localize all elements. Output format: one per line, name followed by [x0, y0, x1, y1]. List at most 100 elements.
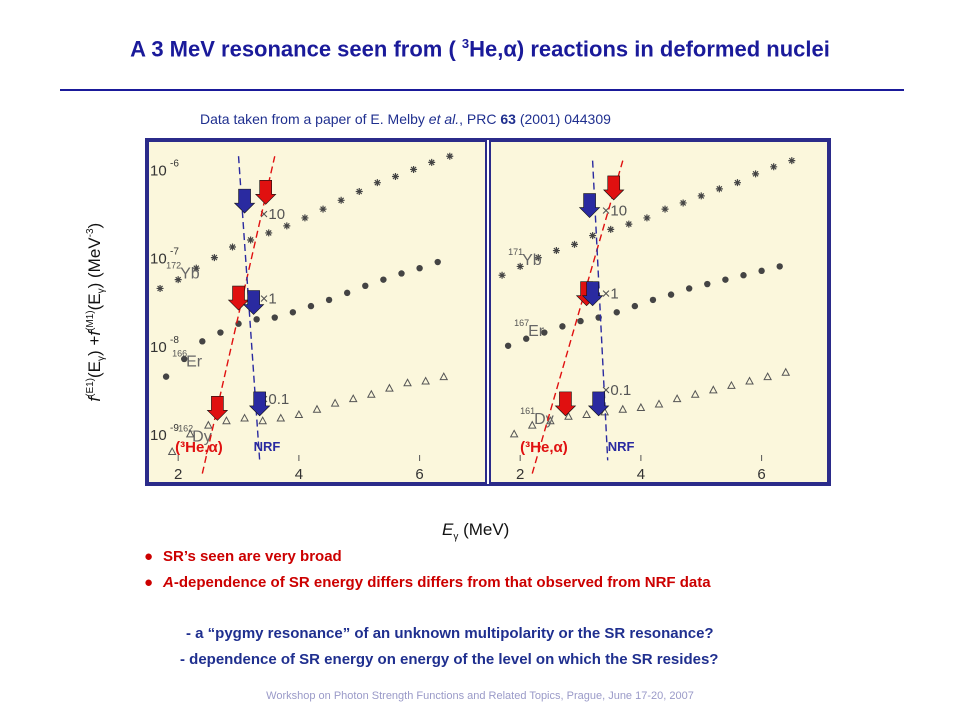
x-axis-label: Eγ (MeV) — [442, 520, 510, 543]
data-point — [312, 404, 322, 413]
nucleus-mass-label: 161 — [520, 406, 535, 416]
data-point — [421, 376, 430, 385]
question-level-dependence: - dependence of SR energy on energy of t… — [180, 651, 719, 668]
data-point — [319, 205, 327, 213]
data-point — [781, 367, 791, 376]
nrf-label: NRF — [608, 439, 635, 454]
data-point — [636, 402, 646, 411]
data-point — [577, 317, 584, 325]
data-point — [589, 232, 597, 240]
data-point — [509, 429, 519, 438]
data-point — [240, 413, 249, 422]
nucleus-label: Yb — [180, 265, 200, 282]
data-point — [289, 309, 297, 316]
data-point — [763, 372, 772, 381]
scale-label: ×1 — [602, 285, 619, 302]
data-point — [498, 271, 506, 279]
scale-label: ×0.1 — [260, 391, 290, 408]
data-point — [253, 316, 260, 323]
bullet-broad-sr: ● SR’s seen are very broad — [144, 548, 342, 565]
scale-label: ×10 — [602, 202, 627, 219]
data-point — [708, 385, 718, 394]
data-point — [552, 247, 560, 255]
x-tick-label: 2 — [174, 466, 182, 483]
data-point — [667, 291, 675, 298]
data-point — [428, 158, 436, 166]
x-tick-label: 6 — [415, 466, 423, 483]
data-point — [654, 399, 664, 408]
nrf-arrow — [587, 391, 610, 417]
data-point — [373, 179, 381, 187]
data-point — [685, 285, 693, 292]
data-point — [355, 187, 363, 195]
nucleus-mass-label: 167 — [514, 318, 529, 328]
data-point — [434, 258, 441, 266]
data-point — [523, 335, 530, 342]
data-point — [541, 329, 548, 336]
data-point — [697, 192, 705, 200]
data-point — [258, 416, 268, 425]
data-point — [788, 157, 796, 165]
data-point — [661, 205, 669, 213]
data-point — [398, 270, 405, 277]
data-point — [571, 240, 578, 248]
nucleus-mass-label: 171 — [508, 247, 523, 257]
panel-1: 2 4 610-610-710-810 -9172Yb×10166Er×1162Dy×… — [147, 140, 487, 484]
y-tick-label: 10 — [150, 339, 167, 356]
data-point — [174, 276, 182, 284]
title-underline — [60, 89, 904, 91]
scale-label: ×1 — [260, 291, 277, 308]
data-point — [439, 372, 449, 381]
data-point — [276, 413, 286, 422]
data-point — [690, 389, 700, 398]
data-point — [752, 170, 760, 178]
he-alpha-arrow — [554, 391, 577, 417]
data-point — [337, 196, 345, 204]
panel-background — [489, 140, 829, 484]
he-alpha-arrow — [206, 395, 229, 421]
data-source-note: Data taken from a paper of E. Melby et a… — [200, 111, 611, 127]
data-point — [362, 282, 369, 290]
data-point — [672, 394, 682, 403]
he-alpha-arrow — [254, 180, 277, 205]
data-point — [546, 416, 555, 425]
data-point — [265, 229, 273, 237]
data-point — [733, 179, 741, 187]
data-point — [625, 220, 633, 228]
data-point — [758, 267, 765, 275]
nucleus-label: Yb — [522, 252, 542, 269]
x-tick-label: 2 — [516, 466, 524, 483]
data-point — [156, 284, 164, 292]
x-tick-label: 6 — [757, 466, 765, 483]
data-point — [283, 222, 291, 230]
data-point — [330, 398, 340, 407]
data-point — [516, 262, 524, 270]
data-point — [416, 264, 423, 272]
nrf-arrow — [581, 281, 604, 307]
workshop-footer: Workshop on Photon Strength Functions an… — [266, 690, 694, 702]
nucleus-mass-label: 162 — [178, 424, 193, 434]
data-point — [607, 225, 615, 233]
he-alpha-label: (³He,α) — [520, 439, 568, 456]
scale-label: ×10 — [260, 206, 285, 223]
data-point — [745, 376, 754, 385]
scale-label: ×0.1 — [602, 382, 632, 399]
data-point — [192, 264, 200, 272]
data-point — [271, 314, 278, 321]
data-point — [704, 280, 711, 288]
data-point — [618, 404, 628, 413]
data-point — [185, 429, 195, 438]
data-point — [643, 214, 651, 222]
data-point — [504, 342, 512, 349]
data-point — [199, 338, 206, 345]
y-tick-label: 10 — [150, 251, 167, 268]
bullet-a-dependence: ● A-dependence of SR energy differs diffe… — [144, 574, 711, 591]
nrf-arrow — [242, 290, 265, 315]
data-point — [446, 152, 454, 160]
data-point — [722, 276, 729, 283]
data-point — [301, 214, 309, 222]
